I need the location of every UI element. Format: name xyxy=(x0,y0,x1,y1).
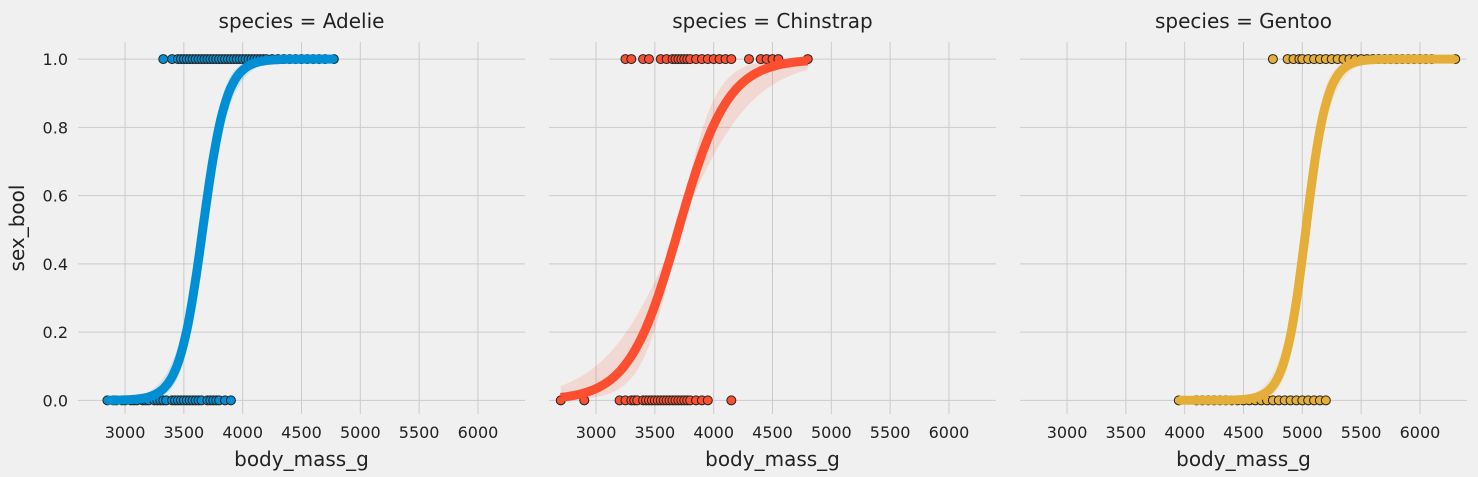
panel-1: 3000 3500 4000 4500 5000 5500 6000 body_mass_g s… xyxy=(549,9,996,471)
x-axis-title: body_mass_g xyxy=(1176,447,1311,471)
confidence-band xyxy=(560,59,808,400)
panel-title: species = Gentoo xyxy=(1155,9,1332,33)
x-tick-label: 5000 xyxy=(1282,423,1323,442)
y-tick-label: 0.4 xyxy=(43,255,68,274)
logistic-fit-line xyxy=(558,56,811,402)
x-tick-label: 5000 xyxy=(811,423,852,442)
data-point xyxy=(726,395,737,406)
panel-title: species = Chinstrap xyxy=(672,9,872,33)
logistic-fit-line xyxy=(1176,54,1458,405)
x-tick-label: 4000 xyxy=(1164,423,1205,442)
x-tick-label: 6000 xyxy=(458,423,499,442)
x-tick-label: 3000 xyxy=(1047,423,1088,442)
x-tick-label: 6000 xyxy=(1400,423,1441,442)
x-tick-label: 4000 xyxy=(693,423,734,442)
y-tick-label: 0.2 xyxy=(43,323,68,342)
x-axis-title: body_mass_g xyxy=(705,447,840,471)
y-tick-label: 0.8 xyxy=(43,118,68,137)
x-tick-label: 3500 xyxy=(164,423,205,442)
x-tick-label: 6000 xyxy=(929,423,970,442)
panel-2: 3000 3500 4000 4500 5000 5500 6000 body_mass_g s… xyxy=(1020,9,1467,471)
logistic-fit-line xyxy=(104,54,337,405)
panel-0: 3000 3500 4000 4500 5000 5500 6000 0.0 0.2 0.4 0.6… xyxy=(5,9,525,471)
data-point xyxy=(158,54,169,65)
data-point xyxy=(626,54,637,65)
data-point xyxy=(643,54,654,65)
data-point xyxy=(743,54,754,65)
panel-title: species = Adelie xyxy=(219,9,385,33)
confidence-band xyxy=(1178,59,1456,401)
data-point xyxy=(1320,395,1331,406)
x-tick-label: 3500 xyxy=(635,423,676,442)
x-tick-label: 3500 xyxy=(1106,423,1147,442)
x-tick-label: 4500 xyxy=(281,423,322,442)
x-tick-label: 5500 xyxy=(399,423,440,442)
x-tick-label: 4500 xyxy=(752,423,793,442)
data-point xyxy=(1267,54,1278,65)
x-tick-label: 5500 xyxy=(1341,423,1382,442)
y-tick-label: 0.0 xyxy=(43,391,68,410)
y-tick-label: 0.6 xyxy=(43,187,68,206)
data-point xyxy=(225,395,236,406)
y-axis-title: sex_bool xyxy=(5,185,29,272)
x-tick-label: 4000 xyxy=(222,423,263,442)
data-point xyxy=(702,395,713,406)
y-tick-label: 1.0 xyxy=(43,50,68,69)
x-tick-label: 3000 xyxy=(576,423,617,442)
x-tick-label: 5000 xyxy=(340,423,381,442)
x-tick-label: 3000 xyxy=(105,423,146,442)
x-axis-title: body_mass_g xyxy=(234,447,369,471)
data-point xyxy=(726,54,737,65)
x-tick-label: 5500 xyxy=(870,423,911,442)
x-tick-label: 4500 xyxy=(1223,423,1264,442)
